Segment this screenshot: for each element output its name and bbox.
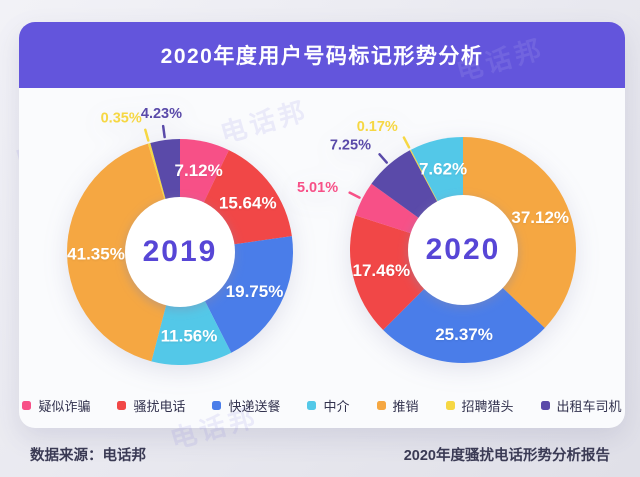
report-card: 电话邦 2020年度用户号码标记形势分析 电话邦 电话邦 7.12% 15.64%… [19, 22, 625, 455]
legend-item-疑似诈骗: 疑似诈骗 [22, 396, 90, 415]
legend-item-出租车司机: 出租车司机 [540, 396, 622, 415]
legend-item-骚扰电话: 骚扰电话 [117, 396, 185, 415]
donut-chart-2019: 7.12% 15.64% 19.75% 11.56% 41.35% 0.35% 4.23% [67, 106, 293, 365]
legend-label: 快递送餐 [228, 399, 281, 414]
legend-swatch [376, 401, 386, 410]
report-text: 2020年度骚扰电话形势分析报告 [403, 448, 610, 464]
slice-percent-label: 37.12% [511, 208, 569, 227]
legend-swatch [540, 401, 550, 410]
legend-swatch [212, 401, 222, 410]
label-leader-line [402, 136, 411, 149]
donut-chart-2020: 37.12% 25.37% 17.46% 5.01% 7.25% 0.17% 7.62% [297, 119, 576, 363]
slice-percent-label: 7.62% [419, 159, 467, 178]
donut-hole [408, 195, 518, 305]
slice-percent-label: 17.46% [353, 261, 411, 280]
footer: 数据来源：电话邦 2020年度骚扰电话形势分析报告 [30, 444, 610, 465]
source-text: 数据来源：电话邦 [30, 448, 146, 464]
pie-slice-推销 [67, 143, 180, 362]
legend-item-推销: 推销 [376, 396, 419, 415]
legend-label: 骚扰电话 [133, 399, 186, 414]
slice-percent-label: 4.23% [141, 106, 182, 122]
slice-percent-label: 41.35% [67, 244, 125, 263]
legend-swatch [22, 401, 32, 410]
donut-hole [125, 197, 235, 307]
page-title: 2020年度用户号码标记形势分析 [160, 45, 484, 68]
slice-percent-label: 7.12% [175, 161, 223, 180]
legend-item-招聘猎头: 招聘猎头 [445, 396, 514, 415]
slice-percent-label: 15.64% [219, 193, 277, 212]
legend-label: 疑似诈骗 [38, 399, 91, 414]
legend-item-中介: 中介 [307, 396, 350, 415]
legend-label: 招聘猎头 [461, 399, 514, 414]
slice-percent-label: 0.35% [101, 110, 142, 126]
chart-legend: 疑似诈骗 骚扰电话 快递送餐 中介 推销 招聘猎头 出租车司机 [19, 396, 625, 415]
slice-percent-label: 0.17% [357, 119, 398, 135]
slice-percent-label: 5.01% [297, 180, 338, 196]
pie-slice-中介 [151, 252, 232, 365]
label-leader-line [144, 128, 150, 142]
year-label-2019: 2019 [142, 235, 218, 268]
legend-swatch [307, 401, 317, 410]
slice-percent-label: 7.25% [330, 137, 371, 153]
year-label-2020: 2020 [425, 233, 501, 266]
slice-percent-label: 25.37% [435, 325, 493, 344]
label-leader-line [378, 153, 389, 164]
slice-percent-label: 19.75% [226, 282, 284, 301]
slice-percent-label: 11.56% [161, 327, 218, 346]
legend-swatch [117, 401, 127, 410]
legend-label: 中介 [323, 399, 350, 414]
label-leader-line [348, 191, 361, 199]
label-leader-line [161, 124, 166, 139]
pie-slice-快递送餐 [383, 250, 545, 363]
legend-swatch [445, 401, 455, 410]
legend-label: 出租车司机 [556, 399, 622, 414]
legend-item-快递送餐: 快递送餐 [212, 396, 280, 415]
header-banner: 电话邦 2020年度用户号码标记形势分析 [19, 22, 625, 88]
legend-label: 推销 [392, 399, 419, 414]
pie-slice-推销 [463, 137, 576, 328]
